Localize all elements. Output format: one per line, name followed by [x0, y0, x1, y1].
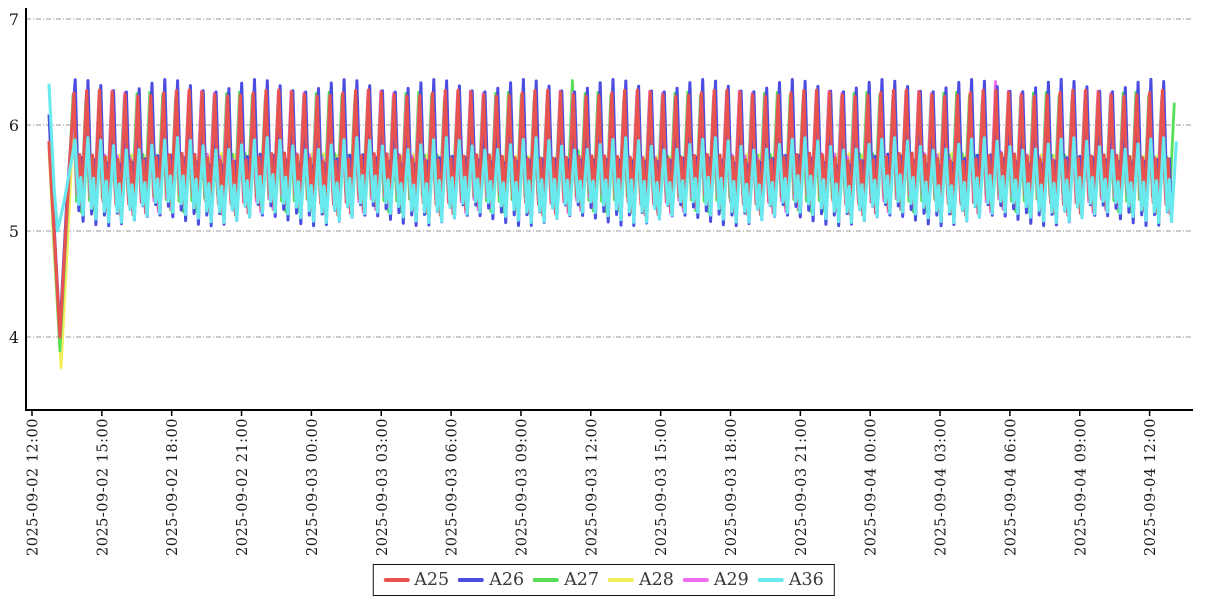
x-tick-label: 2025-09-02 21:00 — [235, 418, 251, 556]
x-tick-label: 2025-09-02 12:00 — [26, 418, 42, 556]
x-tick-label: 2025-09-04 09:00 — [1073, 418, 1089, 556]
legend-swatch-A25 — [383, 578, 410, 582]
x-tick-label: 2025-09-03 21:00 — [794, 418, 810, 556]
legend-swatch-A26 — [458, 578, 485, 582]
legend-item-A28: A28 — [608, 570, 674, 590]
legend-item-A25: A25 — [383, 570, 449, 590]
x-tick-label: 2025-09-03 00:00 — [305, 418, 321, 556]
legend-swatch-A36 — [757, 578, 784, 582]
legend-label-A27: A27 — [564, 570, 599, 590]
legend-label-A26: A26 — [489, 570, 525, 590]
y-tick-label-7: 7 — [9, 10, 19, 29]
legend-swatch-A29 — [682, 578, 709, 582]
legend-swatch-A28 — [608, 578, 634, 582]
x-tick-label: 2025-09-03 18:00 — [724, 418, 740, 556]
legend-item-A27: A27 — [533, 570, 599, 590]
x-tick-label: 2025-09-04 03:00 — [934, 418, 950, 556]
y-tick-label-5: 5 — [9, 222, 19, 241]
x-tick-label: 2025-09-03 12:00 — [584, 418, 600, 556]
series-line-A36 — [47, 83, 1178, 233]
legend-item-A29: A29 — [682, 570, 749, 590]
x-tick-label: 2025-09-03 03:00 — [375, 418, 391, 556]
x-tick-label: 2025-09-03 09:00 — [514, 418, 530, 556]
legend: A25 A26 A27 A28 A29 A36 — [372, 564, 835, 596]
legend-item-A36: A36 — [757, 570, 824, 590]
legend-label-A28: A28 — [639, 570, 674, 590]
x-tick-label: 2025-09-03 15:00 — [654, 418, 670, 556]
x-tick-label: 2025-09-04 00:00 — [864, 418, 880, 556]
y-tick-label-4: 4 — [9, 328, 19, 347]
legend-item-A26: A26 — [458, 570, 524, 590]
x-tick-label: 2025-09-02 15:00 — [95, 418, 111, 556]
x-tick-label: 2025-09-04 12:00 — [1143, 418, 1159, 556]
x-tick-label: 2025-09-03 06:00 — [445, 418, 461, 556]
y-tick-label-6: 6 — [9, 116, 19, 135]
x-tick-label: 2025-09-04 06:00 — [1003, 418, 1019, 556]
legend-swatch-A27 — [533, 578, 560, 582]
x-tick-label: 2025-09-02 18:00 — [165, 418, 181, 556]
legend-label-A36: A36 — [788, 570, 824, 590]
legend-label-A29: A29 — [713, 570, 749, 590]
legend-label-A25: A25 — [414, 570, 450, 590]
